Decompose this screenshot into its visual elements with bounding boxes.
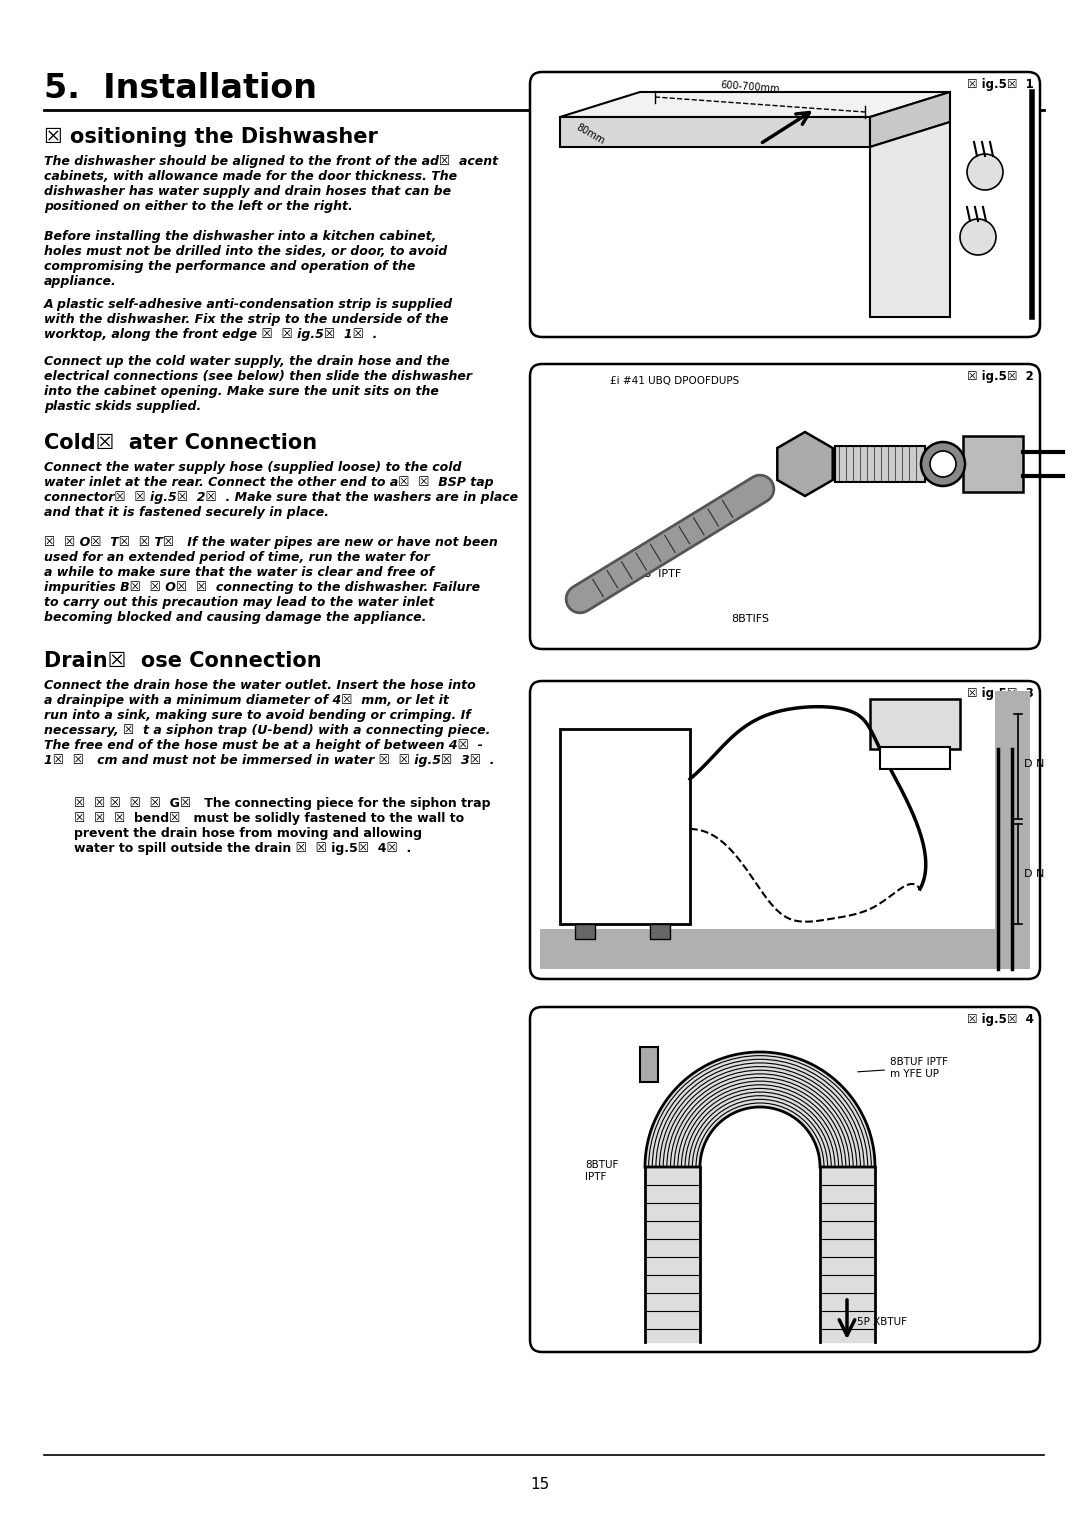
- Text: ☒  ☒ ☒  ☒  ☒  G☒   The connecting piece for the siphon trap
☒  ☒  ☒  bend☒   mus: ☒ ☒ ☒ ☒ ☒ G☒ The connecting piece for th…: [75, 797, 490, 855]
- Circle shape: [921, 441, 966, 486]
- Text: £i #41 UBQ DPOOFDUPS: £i #41 UBQ DPOOFDUPS: [610, 376, 739, 386]
- Text: A plastic self-adhesive anti-condensation strip is supplied
with the dishwasher.: A plastic self-adhesive anti-condensatio…: [44, 298, 454, 341]
- FancyBboxPatch shape: [530, 1006, 1040, 1351]
- Text: 5.  Installation: 5. Installation: [44, 72, 318, 105]
- Text: ☒ ig.5☒  4: ☒ ig.5☒ 4: [967, 1012, 1034, 1026]
- Text: 8BUFS  IPTF: 8BUFS IPTF: [615, 570, 681, 579]
- Bar: [995, 692, 1030, 970]
- Polygon shape: [870, 92, 950, 147]
- Text: 5P XBTUF: 5P XBTUF: [858, 1316, 907, 1327]
- Text: D N: D N: [1024, 759, 1044, 770]
- Text: ☒ ositioning the Dishwasher: ☒ ositioning the Dishwasher: [44, 127, 378, 147]
- Bar: [835, 446, 924, 483]
- Polygon shape: [870, 122, 950, 318]
- Text: ☒ ig.5☒  1: ☒ ig.5☒ 1: [968, 78, 1034, 92]
- Circle shape: [967, 154, 1003, 189]
- Bar: [540, 928, 1030, 970]
- Bar: [870, 699, 960, 750]
- FancyBboxPatch shape: [530, 363, 1040, 649]
- Text: Before installing the dishwasher into a kitchen cabinet,
holes must not be drill: Before installing the dishwasher into a …: [44, 231, 447, 289]
- Bar: [963, 437, 1023, 492]
- Text: D N: D N: [1024, 869, 1044, 880]
- Text: Connect up the cold water supply, the drain hose and the
electrical connections : Connect up the cold water supply, the dr…: [44, 354, 472, 412]
- Text: Cold☒  ater Connection: Cold☒ ater Connection: [44, 434, 318, 454]
- Polygon shape: [778, 432, 833, 496]
- Text: ☒ ig.5☒  2: ☒ ig.5☒ 2: [968, 370, 1034, 383]
- Text: 8BTUF IPTF
m YFE UP: 8BTUF IPTF m YFE UP: [858, 1057, 948, 1078]
- Bar: [640, 1048, 658, 1083]
- Bar: [650, 924, 670, 939]
- Text: 8BTIFS: 8BTIFS: [731, 614, 769, 625]
- FancyBboxPatch shape: [530, 72, 1040, 337]
- Text: Drain☒  ose Connection: Drain☒ ose Connection: [44, 651, 322, 670]
- Text: 15: 15: [530, 1477, 550, 1492]
- Text: ☒  ☒ O☒  T☒  ☒ T☒   If the water pipes are new or have not been
used for an exte: ☒ ☒ O☒ T☒ ☒ T☒ If the water pipes are ne…: [44, 536, 498, 625]
- Bar: [561, 728, 690, 924]
- FancyBboxPatch shape: [530, 681, 1040, 979]
- Polygon shape: [645, 1052, 875, 1167]
- Text: Connect the water supply hose (supplied loose) to the cold
water inlet at the re: Connect the water supply hose (supplied …: [44, 461, 518, 519]
- Text: 600-700mm: 600-700mm: [720, 81, 780, 95]
- Text: The dishwasher should be aligned to the front of the ad☒  acent
cabinets, with a: The dishwasher should be aligned to the …: [44, 156, 498, 212]
- Polygon shape: [561, 92, 950, 118]
- Circle shape: [930, 450, 956, 476]
- Text: 80mm: 80mm: [573, 122, 606, 147]
- Bar: [880, 747, 950, 770]
- Polygon shape: [561, 118, 870, 147]
- Bar: [575, 924, 595, 939]
- Text: ☒ ig.5☒  3: ☒ ig.5☒ 3: [968, 687, 1034, 699]
- Text: 8BTUF
IPTF: 8BTUF IPTF: [585, 1161, 619, 1182]
- Circle shape: [960, 218, 996, 255]
- Text: Connect the drain hose the water outlet. Insert the hose into
a drainpipe with a: Connect the drain hose the water outlet.…: [44, 680, 495, 767]
